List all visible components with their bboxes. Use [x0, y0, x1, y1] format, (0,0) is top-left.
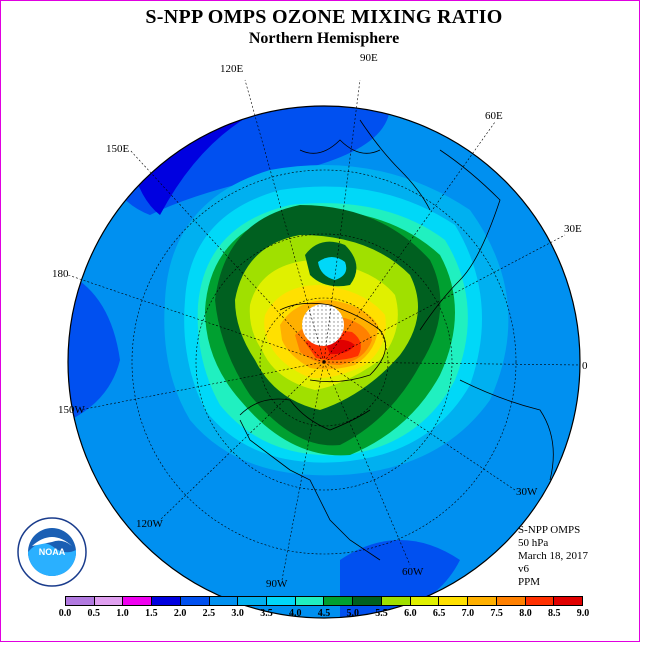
colorbar-segment [152, 597, 181, 605]
colorbar-tick-label: 9.0 [576, 608, 590, 619]
colorbar-tick-label: 5.0 [346, 608, 360, 619]
info-units: PPM [518, 576, 541, 588]
lon-label-0: 0 [582, 360, 588, 372]
colorbar-segment [525, 597, 555, 605]
colorbar-tick-label: 1.0 [116, 608, 129, 619]
colorbar-segment [381, 597, 411, 605]
lon-label-60w: 60W [402, 566, 424, 578]
lon-label-120e: 120E [220, 63, 244, 75]
colorbar-segment [324, 597, 354, 605]
colorbar-tick-label: 0.5 [87, 608, 101, 619]
noaa-logo: NOAA [17, 517, 87, 587]
map-title: S-NPP OMPS OZONE MIXING RATIO [145, 6, 503, 28]
colorbar-segment [496, 597, 526, 605]
ozone-field [68, 106, 580, 618]
colorbar-tick-label: 7.0 [461, 608, 475, 619]
colorbar-tick-label: 6.0 [404, 608, 417, 619]
lon-label-30e: 30E [564, 223, 582, 235]
colorbar-tick-label: 3.5 [260, 608, 273, 619]
colorbar-segment [267, 597, 296, 605]
colorbar-tick-label: 8.0 [519, 608, 532, 619]
graticule [67, 79, 581, 581]
colorbar-segment [94, 597, 124, 605]
colorbar-tick-label: 2.5 [202, 608, 216, 619]
colorbar-segment [353, 597, 382, 605]
colorbar-segment [410, 597, 440, 605]
colorbar-tick-label: 3.0 [231, 608, 244, 619]
colorbar-tick-label: 1.5 [145, 608, 158, 619]
colorbar-segment [66, 597, 95, 605]
colorbar [65, 596, 583, 606]
map-subtitle: Northern Hemisphere [248, 30, 400, 47]
image-frame [0, 0, 640, 642]
lon-label-90w: 90W [266, 578, 288, 590]
colorbar-tick-label: 2.0 [173, 608, 187, 619]
info-version: v6 [518, 563, 529, 575]
colorbar-segment [180, 597, 210, 605]
colorbar-tick-label: 8.5 [547, 608, 561, 619]
info-date: March 18, 2017 [518, 550, 588, 562]
colorbar-tick-label: 4.5 [317, 608, 331, 619]
map-boundary-circle [67, 105, 581, 619]
lon-label-180: 180 [52, 268, 69, 280]
colorbar-ticks: 0.0 0.5 1.0 1.5 2.0 2.5 3.0 3.5 4.0 4.5 5.0 5.5 6.0 6… [0, 608, 648, 622]
colorbar-tick-label: 4.0 [288, 608, 302, 619]
colorbar-segment [123, 597, 153, 605]
colorbar-segment [238, 597, 268, 605]
lon-label-150w: 150W [58, 404, 85, 416]
info-level: 50 hPa [518, 537, 549, 549]
colorbar-segment [295, 597, 325, 605]
lon-label-30w: 30W [516, 486, 538, 498]
noaa-logo-text: NOAA [39, 547, 66, 557]
lon-label-60e: 60E [485, 110, 503, 122]
lon-label-120w: 120W [136, 518, 163, 530]
colorbar-tick-label: 5.5 [375, 608, 388, 619]
colorbar-tick-label: 0.0 [58, 608, 72, 619]
colorbar-segment [554, 597, 582, 605]
colorbar-tick-label: 7.5 [490, 608, 503, 619]
colorbar-segment [209, 597, 239, 605]
colorbar-tick-label: 6.5 [432, 608, 446, 619]
info-instrument: S-NPP OMPS [518, 524, 581, 536]
lon-label-150e: 150E [106, 143, 130, 155]
lon-label-90e: 90E [360, 52, 378, 64]
coastlines [239, 119, 554, 561]
info-block: S-NPP OMPS 50 hPa March 18, 2017 v6 PPM [518, 524, 588, 589]
colorbar-segment [468, 597, 497, 605]
colorbar-segment [439, 597, 469, 605]
